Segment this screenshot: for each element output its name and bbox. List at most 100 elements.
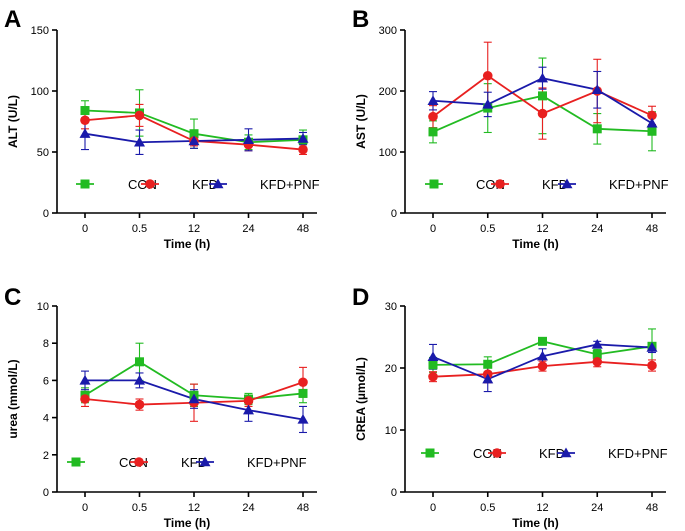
- x-tick-label: 24: [591, 502, 603, 514]
- y-axis-label: urea (mmol/L): [6, 359, 20, 438]
- data-point: [537, 350, 548, 361]
- x-tick-label: 12: [188, 502, 200, 514]
- legend-marker: [80, 179, 90, 189]
- y-axis-label: ALT (U/L): [6, 95, 20, 148]
- legend-label: KFD: [539, 446, 565, 461]
- y-tick-label: 150: [31, 25, 49, 37]
- data-point: [79, 128, 91, 138]
- data-point: [646, 117, 658, 128]
- y-tick-label: 4: [43, 413, 49, 425]
- data-point: [428, 127, 438, 137]
- x-tick-label: 24: [242, 502, 254, 514]
- data-point: [188, 135, 200, 146]
- y-tick-label: 50: [37, 147, 49, 159]
- y-tick-label: 10: [37, 301, 49, 313]
- markers-kfd-pnf: [427, 338, 658, 384]
- legend-marker: [492, 448, 502, 458]
- data-point: [297, 133, 309, 143]
- data-point: [592, 124, 602, 134]
- data-point: [243, 134, 254, 144]
- data-point: [427, 95, 439, 105]
- series-kfd: [429, 41, 656, 140]
- data-point: [591, 338, 603, 349]
- legend-marker: [199, 456, 211, 467]
- legend-marker: [561, 178, 573, 189]
- legend-marker: [71, 457, 81, 467]
- legend-label: KFD+PNF: [260, 177, 320, 192]
- x-tick-label: 48: [646, 502, 658, 514]
- data-point: [482, 98, 494, 109]
- legend-marker: [429, 179, 439, 189]
- y-tick-label: 0: [43, 487, 49, 499]
- x-axis-label: Time (h): [164, 516, 210, 530]
- y-tick-label: 20: [385, 363, 397, 375]
- x-tick-label: 0: [430, 502, 436, 514]
- x-tick-label: 24: [242, 223, 254, 235]
- data-point: [80, 394, 90, 404]
- data-point: [428, 360, 438, 370]
- legend: CON KFD KFD+PNF: [425, 177, 669, 192]
- data-point: [647, 110, 657, 121]
- x-axis-label: Time (h): [512, 237, 558, 251]
- data-point: [538, 91, 547, 101]
- data-point: [189, 129, 199, 139]
- panel-label: B: [352, 6, 369, 33]
- x-tick-label: 0: [430, 223, 436, 235]
- y-tick-label: 300: [379, 25, 397, 37]
- panel-label: A: [4, 6, 21, 33]
- data-point: [79, 374, 91, 385]
- data-point: [243, 404, 254, 415]
- data-point: [188, 393, 200, 404]
- data-point: [135, 357, 144, 367]
- y-tick-label: 0: [391, 487, 397, 499]
- y-axis-label: AST (U/L): [354, 94, 368, 149]
- x-axis-label: Time (h): [164, 237, 210, 251]
- x-tick-label: 48: [297, 223, 309, 235]
- data-point: [134, 399, 145, 410]
- data-point: [592, 357, 603, 367]
- legend-marker: [495, 179, 505, 189]
- data-point: [483, 359, 493, 369]
- data-point: [537, 108, 548, 119]
- legend-label: KFD+PNF: [609, 177, 669, 192]
- legend: CON KFD KFD+PNF: [421, 446, 668, 461]
- data-point: [134, 374, 145, 385]
- legend-label: KFD: [542, 177, 568, 192]
- legend: CON KFD KFD+PNF: [76, 177, 320, 192]
- data-point: [482, 70, 493, 81]
- legend-marker: [560, 447, 572, 458]
- data-point: [591, 84, 603, 94]
- markers-kfd-pnf: [79, 374, 309, 424]
- data-point: [537, 72, 548, 83]
- x-tick-label: 0.5: [132, 223, 147, 235]
- data-point: [428, 111, 438, 122]
- markers-kfd-pnf: [427, 72, 658, 128]
- legend-marker: [425, 448, 435, 458]
- panel-label: C: [4, 284, 21, 311]
- y-axis-label: CREA (µmol/L): [354, 357, 368, 441]
- x-tick-label: 0: [82, 223, 88, 235]
- x-tick-label: 24: [591, 223, 603, 235]
- x-tick-label: 48: [297, 502, 309, 514]
- data-point: [537, 361, 548, 371]
- data-point: [427, 351, 439, 362]
- legend-label: KFD: [192, 177, 218, 192]
- legend-label: KFD+PNF: [247, 455, 307, 470]
- x-tick-label: 48: [646, 223, 658, 235]
- data-point: [646, 342, 658, 352]
- y-tick-label: 30: [385, 301, 397, 313]
- x-tick-label: 12: [536, 502, 548, 514]
- legend: CON KFD KFD+PNF: [67, 455, 307, 470]
- x-tick-label: 0.5: [480, 502, 495, 514]
- data-point: [428, 371, 438, 382]
- x-tick-label: 0.5: [480, 223, 495, 235]
- legend-marker: [145, 179, 155, 189]
- panel-label: D: [352, 284, 369, 311]
- data-point: [538, 336, 547, 346]
- data-point: [482, 373, 494, 384]
